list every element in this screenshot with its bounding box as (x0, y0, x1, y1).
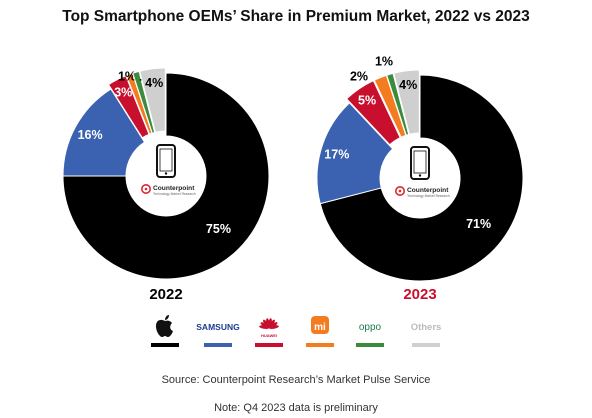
legend-item-samsung: SAMSUNG (196, 322, 240, 347)
slice-others (139, 67, 166, 133)
year-label-2022: 2022 (149, 286, 182, 303)
slice-oppo (386, 72, 410, 136)
xiaomi-icon (311, 316, 329, 334)
smartphone-icon (156, 144, 176, 178)
legend-label-xiaomi: mi (314, 322, 326, 333)
slice-label-huawei: 3% (114, 86, 132, 100)
legend-swatch-others (412, 343, 440, 347)
preliminary-note: Note: Q4 2023 data is preliminary (214, 402, 378, 414)
slice-label-samsung: 16% (78, 128, 103, 142)
slice-label-xiaomi: 1% (118, 70, 136, 84)
slice-label-oppo: 1% (375, 55, 393, 69)
source-note: Source: Counterpoint Research’s Market P… (161, 374, 431, 386)
slice-label-apple: 75% (206, 222, 231, 236)
legend-item-huawei: HUAWEI (255, 318, 283, 347)
legend-item-xiaomi: mi (306, 316, 334, 347)
slice-huawei (107, 75, 150, 139)
slice-label-apple: 71% (466, 217, 491, 231)
smartphone-icon (410, 146, 430, 180)
legend-swatch-samsung (204, 343, 232, 347)
legend-swatch-apple (151, 343, 179, 347)
slice-label-others: 4% (399, 78, 417, 92)
legend-item-others: Others (411, 322, 442, 347)
huawei-icon (259, 318, 279, 330)
counterpoint-tagline: Technology Market Research (153, 192, 196, 196)
counterpoint-tagline: Technology Market Research (407, 194, 450, 198)
slice-label-samsung: 17% (324, 147, 349, 161)
legend-item-oppo: oppo (356, 322, 384, 347)
legend-label-samsung: SAMSUNG (196, 322, 240, 332)
year-label-2023: 2023 (403, 286, 436, 303)
slice-oppo (132, 70, 156, 134)
legend-label-oppo: oppo (359, 322, 382, 333)
apple-icon (156, 315, 173, 337)
slice-huawei (345, 80, 401, 146)
slice-others (393, 69, 420, 135)
slice-label-xiaomi: 2% (350, 70, 368, 84)
legend: SAMSUNG HUAWEI mi oppo Others (151, 315, 441, 347)
chart-title: Top Smartphone OEMs’ Share in Premium Ma… (62, 8, 530, 25)
legend-swatch-oppo (356, 343, 384, 347)
legend-swatch-huawei (255, 343, 283, 347)
slice-label-huawei: 5% (358, 94, 376, 108)
slice-label-others: 4% (145, 76, 163, 90)
legend-label-huawei: HUAWEI (261, 333, 277, 338)
legend-label-others: Others (411, 322, 442, 333)
counterpoint-brand-text: Counterpoint (153, 185, 195, 192)
counterpoint-brand-text: Counterpoint (407, 187, 449, 194)
legend-item-apple (151, 315, 179, 347)
legend-swatch-xiaomi (306, 343, 334, 347)
